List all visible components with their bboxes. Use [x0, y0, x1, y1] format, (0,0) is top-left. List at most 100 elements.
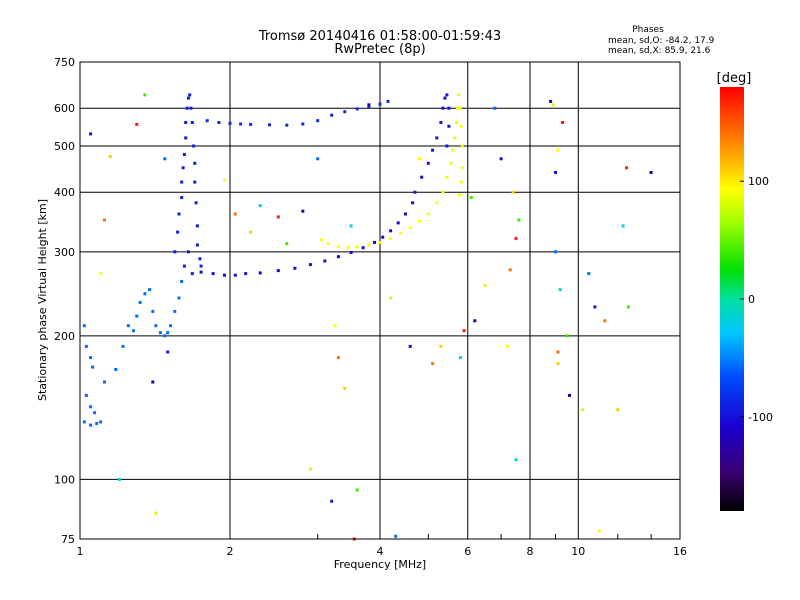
data-point [330, 499, 334, 503]
data-point [108, 155, 112, 159]
data-point [166, 350, 170, 354]
data-point [131, 329, 135, 333]
data-point [199, 264, 203, 268]
data-point [198, 257, 202, 261]
data-point [308, 467, 312, 471]
data-point [258, 204, 262, 208]
data-point [293, 266, 297, 270]
data-point [355, 488, 359, 492]
data-point [458, 193, 462, 197]
data-point [233, 273, 237, 277]
data-point [89, 423, 93, 427]
data-point [355, 245, 359, 249]
data-point [316, 119, 320, 123]
data-point [453, 136, 457, 140]
data-point [186, 250, 190, 254]
data-point [445, 144, 449, 148]
y-tick-label: 300 [54, 246, 75, 259]
y-tick-label: 200 [54, 330, 75, 343]
data-point [431, 362, 435, 365]
data-point [426, 161, 430, 165]
y-axis-ticks: 75 100 200 300 400 500 600 750 [54, 56, 75, 546]
data-point [460, 166, 464, 170]
data-point [394, 534, 398, 538]
data-point [408, 344, 412, 348]
data-point [441, 106, 445, 110]
data-point [182, 153, 186, 156]
data-point [346, 246, 350, 250]
colorbar-label: [deg] [717, 71, 752, 86]
data-point [367, 105, 371, 108]
data-point [343, 110, 347, 114]
data-point [378, 240, 382, 244]
data-point [621, 224, 625, 228]
data-point [439, 344, 443, 348]
chart-subtitle: RwPretec (8p) [334, 42, 425, 57]
data-point [460, 144, 464, 148]
data-point [554, 171, 557, 174]
data-point [431, 148, 435, 152]
stats-header: Phases [632, 25, 664, 35]
data-point [154, 324, 158, 328]
data-point [561, 121, 565, 124]
data-point [301, 209, 305, 213]
data-point [435, 136, 439, 140]
data-point [459, 124, 463, 128]
data-point [177, 212, 181, 216]
data-point [151, 309, 155, 313]
data-point [180, 280, 184, 283]
data-point [103, 218, 106, 222]
data-point [84, 344, 88, 348]
data-point [355, 107, 359, 111]
data-point [336, 255, 340, 259]
data-point [103, 380, 106, 384]
data-point [493, 106, 497, 110]
data-point [386, 99, 390, 103]
data-point [249, 122, 253, 126]
data-point [469, 196, 473, 199]
data-point [180, 180, 184, 184]
data-point [189, 106, 193, 110]
data-point [517, 218, 521, 222]
data-point [323, 259, 327, 263]
x-tick-label: 8 [527, 545, 534, 558]
data-point [285, 123, 289, 127]
data-point [181, 166, 185, 170]
colorbar-ticks: 100 0 -100 [740, 175, 773, 424]
y-tick-label: 750 [54, 56, 75, 69]
data-point [549, 99, 553, 103]
grid-lines [80, 62, 680, 539]
data-point [239, 122, 243, 126]
data-point [199, 270, 203, 274]
data-point [205, 119, 209, 123]
data-point [190, 272, 194, 276]
data-point [276, 215, 280, 219]
data-point [603, 319, 607, 323]
data-point [89, 405, 93, 409]
data-point [143, 93, 147, 97]
data-point [89, 132, 93, 136]
data-point [192, 144, 196, 148]
data-point [554, 250, 557, 254]
data-point [99, 272, 103, 276]
data-point [99, 420, 103, 424]
data-point [319, 238, 323, 242]
data-point [163, 157, 167, 161]
data-point [556, 148, 560, 152]
data-point [184, 136, 188, 140]
data-point [447, 124, 451, 128]
y-tick-label: 500 [54, 140, 75, 153]
data-point [511, 190, 515, 194]
data-point [195, 243, 199, 247]
data-point [581, 408, 585, 412]
data-point [89, 356, 93, 360]
data-point [449, 161, 453, 165]
data-point [514, 236, 518, 240]
data-point [445, 175, 449, 179]
data-point [326, 242, 330, 246]
data-point [195, 224, 199, 228]
y-tick-label: 100 [54, 473, 75, 486]
data-point [268, 123, 271, 127]
data-point [404, 212, 407, 216]
